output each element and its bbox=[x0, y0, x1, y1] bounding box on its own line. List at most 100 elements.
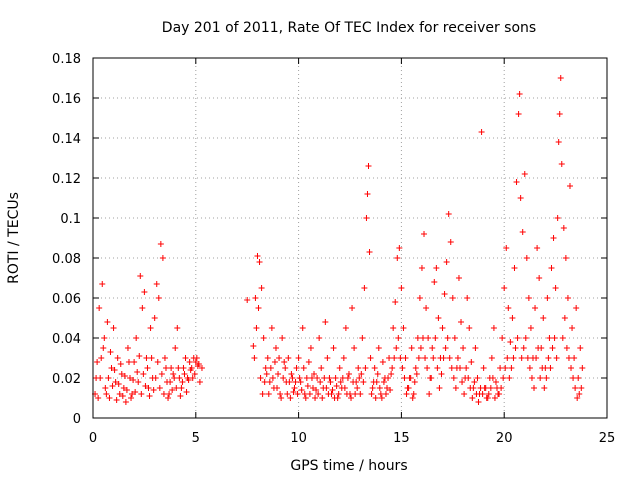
x-tick-label: 20 bbox=[496, 431, 513, 446]
data-point-marker bbox=[162, 365, 169, 371]
data-point-marker bbox=[419, 335, 426, 341]
data-point-marker bbox=[379, 359, 386, 365]
data-point-marker bbox=[579, 365, 586, 371]
data-point-marker bbox=[323, 385, 330, 391]
data-point-marker bbox=[337, 379, 344, 385]
grid-lines bbox=[93, 58, 607, 418]
data-point-marker bbox=[268, 325, 275, 331]
data-point-marker bbox=[291, 385, 298, 391]
data-point-marker bbox=[372, 395, 379, 401]
data-point-marker bbox=[272, 345, 279, 351]
data-point-marker bbox=[561, 315, 568, 321]
data-point-marker bbox=[445, 211, 452, 217]
data-point-marker bbox=[312, 395, 319, 401]
data-point-marker bbox=[501, 285, 508, 291]
data-point-marker bbox=[423, 305, 430, 311]
data-point-marker bbox=[280, 375, 287, 381]
data-point-marker bbox=[543, 375, 550, 381]
data-point-marker bbox=[391, 355, 398, 361]
data-point-marker bbox=[152, 375, 159, 381]
data-point-marker bbox=[252, 295, 259, 301]
data-point-marker bbox=[455, 275, 462, 281]
data-point-marker bbox=[507, 339, 514, 345]
data-point-marker bbox=[556, 111, 563, 117]
data-point-marker bbox=[448, 365, 455, 371]
data-point-marker bbox=[103, 391, 110, 397]
data-point-marker bbox=[135, 379, 142, 385]
data-point-marker bbox=[105, 375, 112, 381]
data-point-marker bbox=[114, 355, 121, 361]
data-point-marker bbox=[413, 371, 420, 377]
data-point-marker bbox=[479, 391, 486, 397]
data-point-marker bbox=[439, 325, 446, 331]
data-point-marker bbox=[403, 391, 410, 397]
data-point-marker bbox=[380, 379, 387, 385]
data-point-marker bbox=[402, 355, 409, 361]
data-point-marker bbox=[169, 387, 176, 393]
y-tick-label: 0.08 bbox=[52, 252, 81, 267]
data-point-marker bbox=[499, 335, 506, 341]
data-point-marker bbox=[516, 91, 523, 97]
data-point-marker bbox=[545, 355, 552, 361]
data-point-marker bbox=[535, 345, 542, 351]
data-point-marker bbox=[262, 365, 269, 371]
data-point-marker bbox=[395, 335, 402, 341]
data-point-marker bbox=[121, 373, 128, 379]
data-point-marker bbox=[396, 245, 403, 251]
data-point-marker bbox=[424, 365, 431, 371]
data-point-marker bbox=[117, 361, 124, 367]
data-point-marker bbox=[565, 355, 572, 361]
data-point-marker bbox=[277, 391, 284, 397]
data-point-marker bbox=[519, 229, 526, 235]
data-point-marker bbox=[196, 379, 203, 385]
data-point-marker bbox=[451, 335, 458, 341]
data-point-marker bbox=[578, 385, 585, 391]
data-point-marker bbox=[250, 343, 257, 349]
data-point-marker bbox=[185, 377, 192, 383]
data-point-marker bbox=[307, 345, 314, 351]
data-point-marker bbox=[429, 345, 436, 351]
data-point-marker bbox=[505, 305, 512, 311]
data-point-marker bbox=[551, 335, 558, 341]
data-point-marker bbox=[340, 355, 347, 361]
data-point-marker bbox=[297, 379, 304, 385]
data-point-marker bbox=[183, 389, 190, 395]
data-point-marker bbox=[431, 279, 438, 285]
data-point-marker bbox=[522, 335, 529, 341]
data-point-marker bbox=[314, 375, 321, 381]
data-point-marker bbox=[279, 335, 286, 341]
data-point-marker bbox=[156, 385, 163, 391]
data-point-marker bbox=[321, 375, 328, 381]
data-point-marker bbox=[487, 385, 494, 391]
data-point-marker bbox=[576, 391, 583, 397]
data-point-marker bbox=[572, 385, 579, 391]
data-point-marker bbox=[336, 365, 343, 371]
data-point-marker bbox=[352, 391, 359, 397]
data-point-marker bbox=[398, 285, 405, 291]
data-point-marker bbox=[315, 391, 322, 397]
data-point-marker bbox=[132, 389, 139, 395]
data-point-marker bbox=[459, 379, 466, 385]
y-tick-label: 0.12 bbox=[52, 172, 81, 187]
data-point-marker bbox=[179, 379, 186, 385]
data-point-marker bbox=[304, 383, 311, 389]
data-point-marker bbox=[362, 365, 369, 371]
data-point-marker bbox=[496, 391, 503, 397]
data-point-marker bbox=[193, 355, 200, 361]
data-point-marker bbox=[282, 365, 289, 371]
plot-frame bbox=[92, 57, 608, 419]
data-point-marker bbox=[358, 371, 365, 377]
data-point-marker bbox=[369, 385, 376, 391]
data-point-marker bbox=[566, 183, 573, 189]
data-point-marker bbox=[416, 295, 423, 301]
data-point-marker bbox=[574, 395, 581, 401]
data-point-marker bbox=[387, 387, 394, 393]
data-point-marker bbox=[265, 391, 272, 397]
data-point-marker bbox=[157, 241, 164, 247]
data-point-marker bbox=[145, 385, 152, 391]
data-point-marker bbox=[508, 365, 515, 371]
data-point-marker bbox=[569, 325, 576, 331]
data-point-marker bbox=[546, 335, 553, 341]
data-point-marker bbox=[539, 365, 546, 371]
